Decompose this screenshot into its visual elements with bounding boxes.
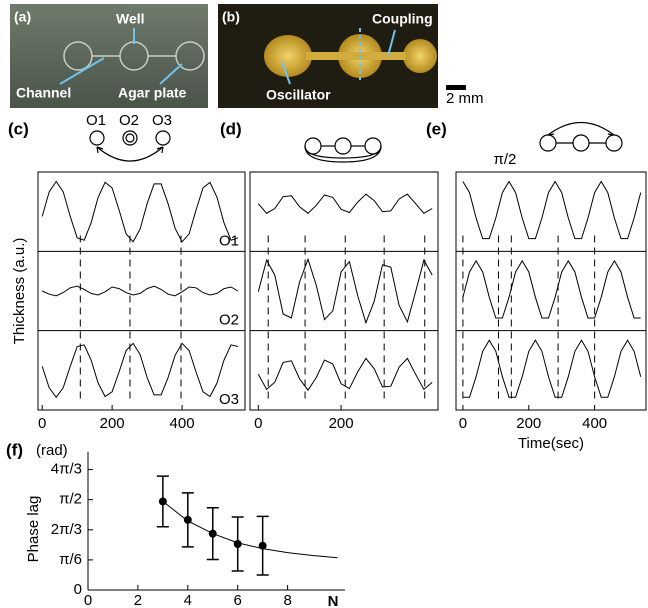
- trace: [41, 285, 239, 297]
- pointers: [281, 28, 396, 85]
- x-axis-label: N: [328, 593, 339, 608]
- data-point: [233, 540, 242, 548]
- panel-label: (d): [220, 119, 242, 138]
- x-tick-label: 4: [184, 592, 192, 608]
- plot-frame: [37, 171, 246, 411]
- panel-label: (f): [6, 440, 23, 459]
- row-label: O3: [219, 391, 239, 408]
- data-point: [183, 515, 192, 524]
- x-tick-label: 400: [170, 415, 195, 432]
- data-point: [208, 529, 217, 538]
- y-tick-label: π/6: [59, 551, 82, 568]
- x-tick-label: 200: [516, 415, 541, 432]
- plot-frame: [249, 171, 439, 411]
- trace: [462, 259, 641, 319]
- y-unit: (rad): [36, 442, 68, 459]
- trace: [41, 342, 239, 399]
- oscillator-label: O1: [86, 112, 106, 129]
- y-axis-label: Thickness (a.u.): [11, 238, 28, 345]
- x-tick-label: 6: [234, 592, 242, 608]
- annotation: Channel: [16, 85, 71, 101]
- trace: [462, 180, 642, 240]
- data-point: [158, 497, 167, 506]
- annotation: Agar plate: [118, 85, 187, 101]
- annotation: Oscillator: [266, 87, 331, 103]
- oscillator-label: O2: [119, 112, 139, 129]
- annotation: Well: [116, 11, 145, 27]
- y-tick-label: 0: [74, 581, 82, 598]
- diagram-c: [89, 130, 171, 162]
- x-tick-label: 0: [459, 415, 467, 432]
- trace: [257, 257, 433, 325]
- y-tick-label: 2π/3: [51, 521, 82, 538]
- scale-label: 2 mm: [446, 90, 484, 107]
- pointers: [59, 28, 183, 85]
- diagram-d: [304, 137, 382, 163]
- x-tick-label: 0: [84, 592, 92, 608]
- x-tick-label: 0: [38, 415, 46, 432]
- panel-label: (b): [222, 9, 240, 25]
- row-label: O2: [219, 312, 239, 329]
- x-tick-label: 200: [329, 415, 354, 432]
- trace: [41, 180, 239, 243]
- x-tick-label: 0: [254, 415, 262, 432]
- x-tick-label: 200: [100, 415, 125, 432]
- diagram-e: [539, 122, 623, 152]
- row-label: O1: [219, 232, 239, 249]
- trace: [462, 339, 642, 398]
- y-axis-label: Phase lag: [25, 496, 42, 563]
- oscillator-label: O3: [152, 112, 172, 129]
- theory-curve: [162, 501, 338, 559]
- y-tick-label: π/2: [59, 491, 82, 508]
- annotation: Coupling: [372, 11, 433, 27]
- panel-label: (e): [426, 119, 447, 138]
- x-tick-label: 400: [582, 415, 607, 432]
- x-axis-label: Time(sec): [518, 435, 584, 452]
- x-tick-label: 2: [134, 592, 142, 608]
- panel-label: (a): [14, 9, 31, 25]
- panel-label: (c): [8, 119, 29, 138]
- x-tick-label: 8: [283, 592, 291, 608]
- annotation: π/2: [493, 151, 516, 168]
- y-tick-label: 4π/3: [51, 461, 82, 478]
- plot-frame: [455, 171, 647, 411]
- trace: [257, 193, 433, 214]
- data-point: [258, 541, 267, 550]
- scale-bar: [446, 85, 466, 90]
